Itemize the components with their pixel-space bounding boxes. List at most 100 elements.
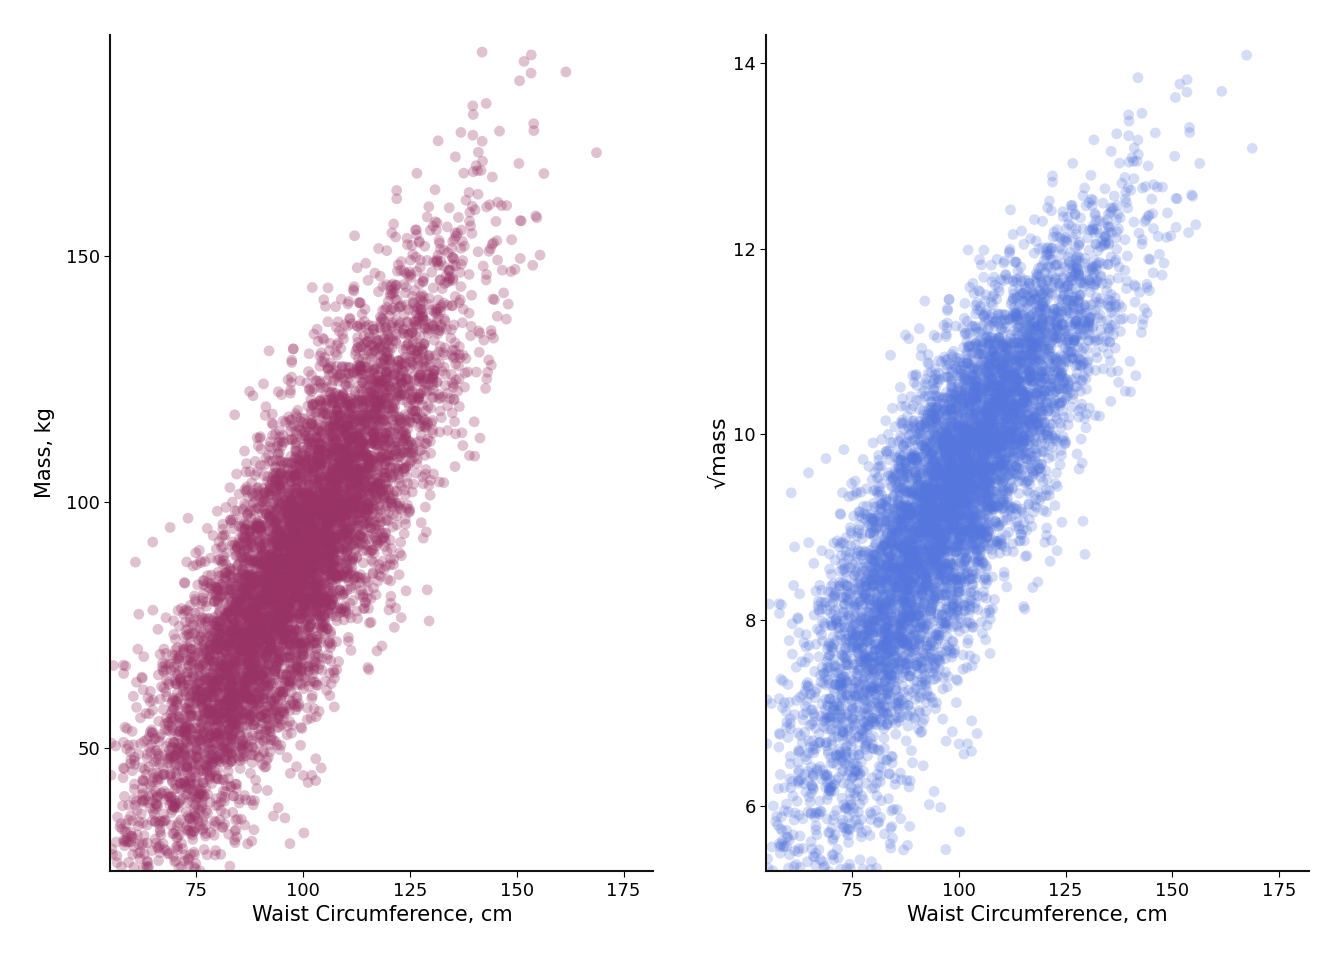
Point bbox=[1025, 270, 1047, 285]
Point bbox=[269, 600, 290, 615]
Point bbox=[1064, 240, 1086, 255]
Point bbox=[266, 490, 288, 505]
Point bbox=[914, 536, 935, 551]
Point bbox=[900, 432, 922, 447]
Point bbox=[1004, 335, 1025, 350]
Point bbox=[988, 330, 1009, 346]
Point bbox=[247, 672, 269, 687]
Point bbox=[985, 444, 1007, 459]
Point bbox=[1000, 463, 1021, 478]
Point bbox=[962, 524, 984, 540]
Point bbox=[308, 456, 329, 471]
Point bbox=[1111, 300, 1133, 315]
Point bbox=[958, 420, 980, 435]
Point bbox=[1074, 251, 1095, 266]
Point bbox=[1028, 242, 1050, 257]
Point bbox=[321, 530, 343, 545]
Point bbox=[892, 482, 914, 497]
Point bbox=[993, 338, 1015, 353]
Point bbox=[257, 609, 278, 624]
Point bbox=[219, 585, 241, 600]
Point bbox=[462, 164, 484, 180]
Point bbox=[489, 124, 511, 139]
Point bbox=[876, 510, 898, 525]
Point bbox=[914, 503, 935, 518]
Point bbox=[879, 570, 900, 586]
Point bbox=[931, 563, 953, 578]
Point bbox=[337, 366, 359, 381]
Point bbox=[992, 373, 1013, 389]
Point bbox=[1015, 390, 1036, 405]
Point bbox=[207, 607, 228, 622]
Point bbox=[250, 708, 271, 724]
Point bbox=[259, 434, 281, 449]
Point bbox=[1009, 437, 1031, 452]
Point bbox=[934, 580, 956, 595]
Point bbox=[946, 572, 968, 588]
Point bbox=[274, 542, 296, 558]
Point bbox=[282, 501, 304, 516]
Point bbox=[997, 394, 1019, 409]
Point bbox=[300, 460, 321, 475]
Point bbox=[953, 495, 974, 511]
Point bbox=[288, 555, 309, 570]
Point bbox=[879, 534, 900, 549]
Point bbox=[286, 468, 308, 483]
Point bbox=[892, 415, 914, 430]
Point bbox=[210, 650, 231, 665]
Point bbox=[309, 595, 331, 611]
Point bbox=[933, 563, 954, 578]
Point bbox=[396, 372, 418, 387]
Point bbox=[239, 564, 261, 580]
Point bbox=[923, 540, 945, 555]
Point bbox=[887, 480, 909, 495]
Point bbox=[254, 494, 276, 510]
Point bbox=[915, 488, 937, 503]
Point bbox=[247, 556, 269, 571]
Point bbox=[362, 350, 383, 366]
Point bbox=[351, 381, 372, 396]
Point bbox=[895, 398, 917, 414]
Point bbox=[134, 792, 156, 807]
Point bbox=[903, 499, 925, 515]
Point bbox=[302, 461, 324, 476]
Point bbox=[939, 470, 961, 486]
Point bbox=[905, 570, 926, 586]
Point bbox=[1021, 306, 1043, 322]
Point bbox=[246, 518, 267, 534]
Point bbox=[226, 829, 247, 845]
Point bbox=[825, 612, 847, 627]
Point bbox=[341, 432, 363, 447]
Point bbox=[206, 768, 227, 783]
Point bbox=[890, 628, 911, 643]
Point bbox=[894, 595, 915, 611]
Point bbox=[246, 501, 267, 516]
Point bbox=[228, 728, 250, 743]
Point bbox=[250, 556, 271, 571]
Point bbox=[872, 538, 894, 553]
Point bbox=[269, 453, 290, 468]
Point bbox=[249, 684, 270, 700]
Point bbox=[254, 632, 276, 647]
Point bbox=[825, 677, 847, 692]
Point bbox=[1044, 324, 1066, 339]
Point bbox=[907, 588, 929, 604]
Point bbox=[317, 482, 339, 497]
Point bbox=[1058, 216, 1079, 231]
Point bbox=[996, 394, 1017, 409]
Point bbox=[395, 279, 417, 295]
Point bbox=[370, 314, 391, 329]
Point bbox=[238, 633, 259, 648]
Point bbox=[262, 611, 284, 626]
Point bbox=[269, 644, 290, 660]
Point bbox=[273, 636, 294, 651]
Point bbox=[228, 590, 250, 606]
Point bbox=[814, 780, 836, 795]
Point bbox=[242, 573, 263, 588]
Point bbox=[276, 558, 297, 573]
Point bbox=[220, 699, 242, 714]
Point bbox=[1009, 288, 1031, 303]
Point bbox=[941, 362, 962, 377]
Point bbox=[992, 422, 1013, 438]
Point bbox=[968, 413, 989, 428]
